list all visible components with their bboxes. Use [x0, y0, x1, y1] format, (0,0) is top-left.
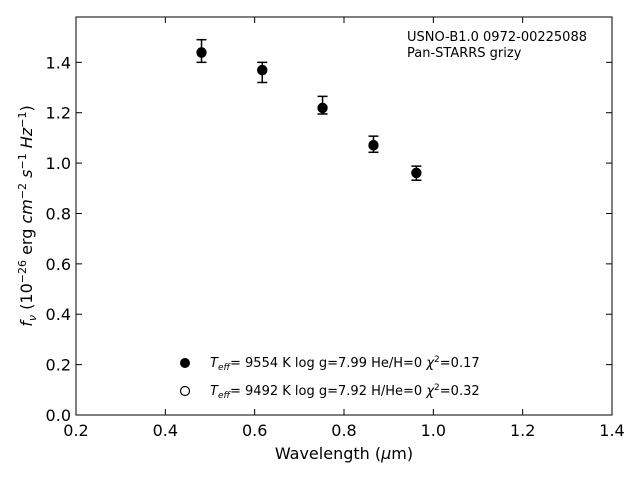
error-bars — [196, 38, 422, 181]
axis-ticks — [75, 17, 613, 416]
legend-marker-open — [179, 385, 191, 397]
y-tick-label: 0.6 — [46, 255, 71, 274]
x-axis-label: Wavelength (μm) — [275, 444, 413, 463]
y-tick-labels: 0.0 0.2 0.4 0.6 0.8 1.0 1.2 1.4 — [46, 53, 71, 425]
y-axis-label: fν (10−26 erg cm−2 s−1 Hz−1) — [16, 105, 39, 326]
legend: Teff= 9554 K log g=7.99 He/H=0 χ2=0.17 T… — [179, 355, 480, 401]
x-tick-label: 1.2 — [510, 421, 535, 440]
x-tick-label: 0.6 — [242, 421, 267, 440]
star-name-annotation: USNO-B1.0 0972-00225088 — [407, 30, 587, 45]
data-point-open — [257, 65, 268, 76]
x-tick-label: 1.0 — [421, 421, 446, 440]
y-tick-label: 1.2 — [46, 104, 71, 123]
survey-annotation: Pan-STARRS grizy — [407, 46, 522, 61]
x-tick-label: 0.4 — [153, 421, 178, 440]
y-tick-label: 1.0 — [46, 154, 71, 173]
data-points — [196, 47, 422, 179]
y-tick-label: 1.4 — [46, 53, 71, 72]
y-tick-label: 0.4 — [46, 305, 71, 324]
x-tick-label: 0.2 — [63, 421, 88, 440]
data-point-open — [411, 168, 422, 179]
data-point-open — [368, 140, 379, 151]
x-tick-label: 0.8 — [331, 421, 356, 440]
data-point-open — [196, 47, 207, 58]
y-tick-label: 0.0 — [46, 406, 71, 425]
y-tick-label: 0.2 — [46, 356, 71, 375]
x-tick-labels: 0.2 0.4 0.6 0.8 1.0 1.2 1.4 — [63, 421, 624, 440]
legend-entry-open: Teff= 9492 K log g=7.92 H/He=0 χ2=0.32 — [210, 383, 480, 401]
y-tick-label: 0.8 — [46, 204, 71, 223]
legend-entry-filled: Teff= 9554 K log g=7.99 He/H=0 χ2=0.17 — [210, 355, 480, 373]
legend-marker-filled — [180, 358, 190, 368]
x-tick-label: 1.4 — [599, 421, 624, 440]
data-point-open — [317, 103, 328, 114]
